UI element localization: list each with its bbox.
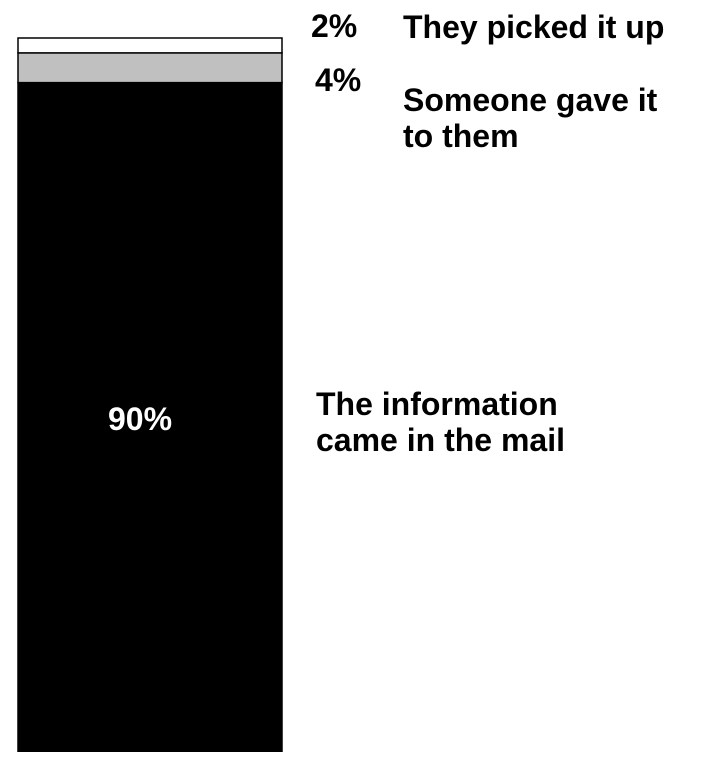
segment-value-label-mail: 90%	[108, 401, 173, 437]
segment-description-mail: The information came in the mail	[316, 386, 565, 458]
bar-segment-mail	[17, 81, 283, 753]
segment-value-label-picked: 2%	[311, 8, 358, 44]
segment-value-label-gave: 4%	[315, 62, 362, 98]
segment-description-picked: They picked it up	[403, 9, 665, 45]
segment-description-gave: Someone gave it to them	[403, 82, 658, 154]
bar-segment-gave	[17, 52, 283, 84]
bar-segment-picked	[17, 37, 283, 54]
